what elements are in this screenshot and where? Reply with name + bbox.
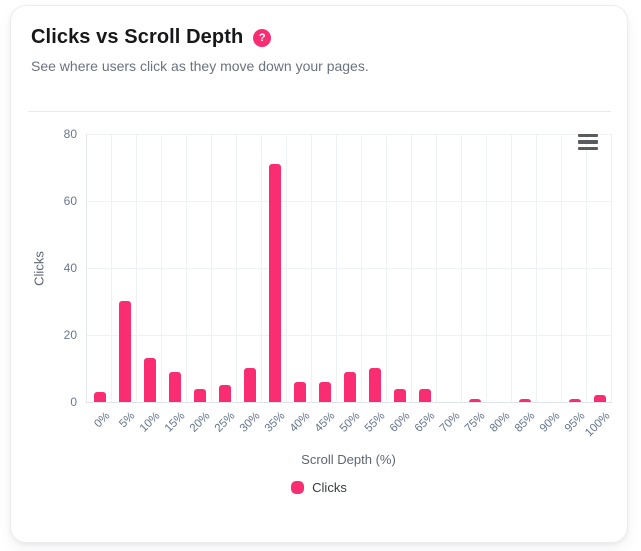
bar-60%[interactable] <box>393 389 406 402</box>
gridline-v <box>161 134 162 402</box>
bar-45%[interactable] <box>318 382 331 402</box>
x-tick-label: 40% <box>287 410 312 435</box>
x-tick-label: 70% <box>437 410 462 435</box>
legend-label: Clicks <box>312 480 347 495</box>
bar-50%[interactable] <box>343 372 356 402</box>
x-tick-label: 75% <box>462 410 487 435</box>
clicks-vs-scroll-depth-card: Clicks vs Scroll Depth ? See where users… <box>10 5 628 543</box>
bar-55%[interactable] <box>368 368 381 402</box>
gridline-h <box>87 134 612 135</box>
bar-85%[interactable] <box>518 399 531 402</box>
gridline-v <box>586 134 587 402</box>
x-tick-label: 85% <box>512 410 537 435</box>
x-tick-label: 80% <box>487 410 512 435</box>
bar-0%[interactable] <box>93 392 106 402</box>
bar-25%[interactable] <box>218 385 231 402</box>
legend-item-clicks[interactable]: Clicks <box>11 480 627 495</box>
y-tick-label: 0 <box>70 395 77 409</box>
x-tick-label: 25% <box>212 410 237 435</box>
x-tick-label: 50% <box>337 410 362 435</box>
gridline-v <box>111 134 112 402</box>
x-tick-label: 35% <box>262 410 287 435</box>
card-header: Clicks vs Scroll Depth ? See where users… <box>31 26 607 74</box>
gridline-v <box>311 134 312 402</box>
gridline-v <box>411 134 412 402</box>
gridline-v <box>561 134 562 402</box>
chart-menu-icon[interactable] <box>578 134 598 150</box>
bar-95%[interactable] <box>568 399 581 402</box>
x-tick-label: 65% <box>412 410 437 435</box>
bar-65%[interactable] <box>418 389 431 402</box>
bar-5%[interactable] <box>118 301 131 402</box>
legend-swatch <box>291 481 305 494</box>
bar-15%[interactable] <box>168 372 181 402</box>
gridline-v <box>511 134 512 402</box>
x-tick-label: 45% <box>312 410 337 435</box>
y-tick-label: 20 <box>63 328 77 342</box>
card-title-row: Clicks vs Scroll Depth ? <box>31 26 607 49</box>
gridline-v <box>611 134 612 402</box>
x-tick-label: 0% <box>91 410 112 431</box>
gridline-v <box>186 134 187 402</box>
bar-30%[interactable] <box>243 368 256 402</box>
x-tick-label: 10% <box>137 410 162 435</box>
x-tick-label: 60% <box>387 410 412 435</box>
bar-100%[interactable] <box>593 395 606 402</box>
gridline-v <box>536 134 537 402</box>
gridline-v <box>336 134 337 402</box>
x-tick-label: 20% <box>187 410 212 435</box>
gridline-v <box>486 134 487 402</box>
x-tick-label: 15% <box>162 410 187 435</box>
header-divider <box>28 111 611 112</box>
gridline-v <box>261 134 262 402</box>
gridline-v <box>461 134 462 402</box>
gridline-v <box>286 134 287 402</box>
y-tick-label: 60 <box>63 194 77 208</box>
x-tick-label: 5% <box>116 410 137 431</box>
x-tick-label: 30% <box>237 410 262 435</box>
gridline-h <box>87 201 612 202</box>
gridline-h <box>87 268 612 269</box>
bar-10%[interactable] <box>143 358 156 402</box>
x-axis-title: Scroll Depth (%) <box>301 452 396 467</box>
card-subtitle: See where users click as they move down … <box>31 58 369 74</box>
help-icon[interactable]: ? <box>253 28 272 47</box>
bar-75%[interactable] <box>468 399 481 402</box>
y-tick-label: 80 <box>63 127 77 141</box>
gridline-v <box>236 134 237 402</box>
page-title: Clicks vs Scroll Depth <box>31 26 244 48</box>
gridline-v <box>211 134 212 402</box>
bar-chart: Clicks 0 20 40 60 80 0% 5% 10% 15% 20% 25% 30% 35% 4… <box>11 6 627 542</box>
bar-20%[interactable] <box>193 389 206 402</box>
gridline-v <box>386 134 387 402</box>
x-tick-label: 55% <box>362 410 387 435</box>
gridline-v <box>436 134 437 402</box>
bar-40%[interactable] <box>293 382 306 402</box>
x-tick-label: 100% <box>582 410 612 440</box>
x-tick-label: 90% <box>537 410 562 435</box>
plot-area <box>86 134 612 403</box>
y-tick-label: 40 <box>63 261 77 275</box>
bar-35%[interactable] <box>268 164 281 402</box>
gridline-h <box>87 335 612 336</box>
gridline-v <box>136 134 137 402</box>
gridline-v <box>361 134 362 402</box>
